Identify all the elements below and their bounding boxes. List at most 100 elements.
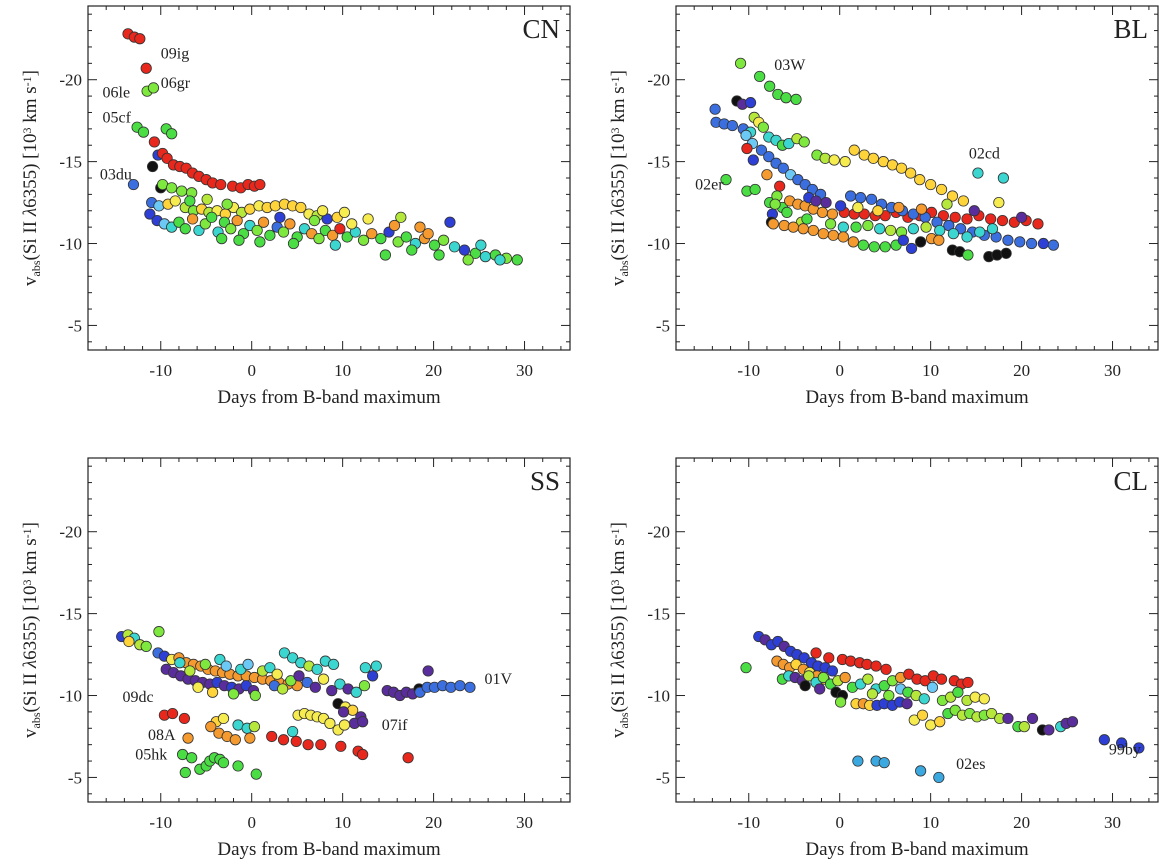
data-point [985,707,998,720]
data-point [287,237,300,250]
data-point [749,183,761,196]
sn-label: 06le [103,85,131,102]
data-point [848,144,860,156]
data-points [122,28,523,266]
x-tick-label: 20 [425,361,442,380]
data-point [341,231,353,243]
x-tick-label: -10 [149,813,172,832]
data-point [895,162,908,174]
y-tick-label: -5 [656,768,670,787]
data-point [726,119,738,132]
data-point [315,739,327,751]
data-point [879,241,891,253]
data-point [1133,742,1145,754]
y-tick-label: -10 [647,235,670,254]
data-point [313,233,325,245]
data-point [216,233,228,245]
x-tick-label: 20 [1013,813,1030,832]
x-tick-label: 30 [516,361,533,380]
data-point [783,138,795,150]
data-point [720,174,732,186]
data-point [186,213,199,225]
data-point [206,686,219,698]
data-point [201,193,213,205]
data-point [338,719,351,731]
data-point [918,693,930,705]
sn-label: 05hk [135,746,167,763]
data-point [797,223,809,235]
data-point [231,214,243,227]
data-point [925,178,937,191]
data-point [137,126,150,138]
data-point [850,221,862,233]
data-point [445,681,457,693]
data-point [941,198,953,210]
data-point [837,221,849,233]
data-point [969,691,981,703]
data-point [920,221,932,233]
x-tick-label: 10 [334,813,351,832]
data-point [845,190,857,202]
data-point [968,205,980,217]
panel-label: CN [522,14,560,44]
data-point [1032,218,1044,230]
data-point [184,195,196,207]
data-point [769,198,781,210]
data-point [914,174,926,186]
sn-label: 08A [148,727,176,744]
data-point [991,249,1003,261]
x-tick-label: -10 [149,361,172,380]
data-point [878,757,890,769]
data-points [709,57,1060,263]
y-axis-title: vabs(Si II λ6355) [103 km s-1] [20,70,43,286]
data-point [790,93,802,105]
data-point [375,233,387,245]
sn-label: 02er [695,176,724,193]
data-point [883,689,895,702]
data-point [249,689,261,702]
data-point [901,698,913,710]
data-point [826,208,839,220]
data-point [855,192,867,204]
data-point [388,219,401,232]
data-point [744,97,757,109]
data-point [1026,712,1039,725]
sn-label: 02cd [969,145,1000,162]
data-point [327,658,340,671]
sn-label: 09dc [123,689,154,706]
data-point [961,213,973,225]
data-point [264,662,276,674]
data-point [144,208,156,220]
data-point [511,254,523,266]
data-point [179,223,191,235]
data-point [266,730,278,743]
x-axis-title: Days from B-band maximum [217,387,440,408]
x-tick-label: 30 [516,813,533,832]
x-tick-label: 20 [425,813,442,832]
data-point [916,709,929,721]
data-point [182,732,194,744]
y-tick-label: -15 [647,605,670,624]
data-point [934,716,946,728]
sn-label: 09ig [161,45,189,62]
data-point [140,62,152,74]
data-point [741,142,753,155]
data-point [254,178,266,191]
data-point [357,716,369,728]
data-point [819,152,831,164]
data-point [755,144,768,156]
data-point [233,234,245,246]
data-point [801,213,813,225]
data-point [169,195,181,207]
data-point [740,662,752,674]
data-point [229,734,241,746]
x-tick-label: 20 [1013,361,1030,380]
data-point [274,211,286,223]
data-point [362,213,374,225]
y-tick-label: -10 [59,687,82,706]
data-point [810,647,822,659]
panel-cl: -10 0 10 20 30 -5 -10 -15 -20 Days from B-band ma… [608,457,1159,860]
data-point [326,685,338,697]
data-point [1002,712,1014,725]
data-point [845,655,857,667]
